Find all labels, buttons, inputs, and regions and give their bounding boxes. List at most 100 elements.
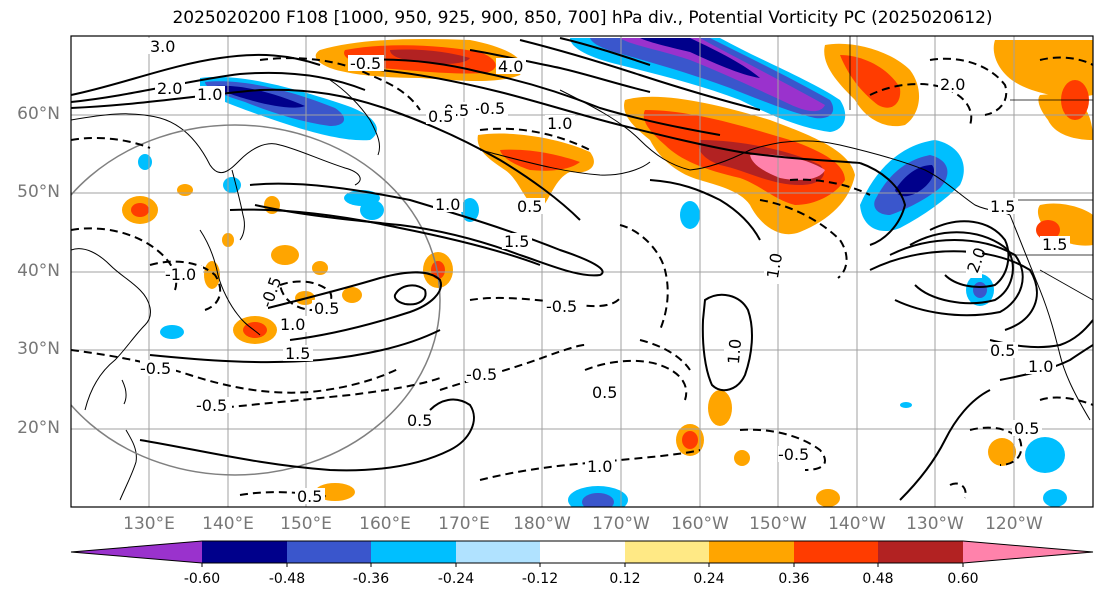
contour-solid	[929, 220, 1010, 288]
contour-solid	[899, 389, 991, 501]
contour-label: -0.5	[196, 396, 227, 415]
coastline-taiwan	[121, 379, 127, 405]
contours	[71, 37, 1093, 501]
lon-label: 180°W	[513, 514, 571, 534]
contour-dashed	[584, 359, 688, 401]
contour-solid	[519, 39, 761, 111]
contour-solid	[149, 329, 441, 364]
negative-field-bc-core	[895, 165, 935, 197]
contour-solid	[909, 231, 1014, 305]
colorbar-tick-label: -0.24	[437, 571, 475, 587]
contour-dashed	[71, 349, 401, 394]
contour-label: 1.5	[285, 344, 310, 363]
negative-field-alaska-core	[620, 38, 825, 112]
coastline-japan	[199, 229, 261, 336]
colorbar-ticks	[201, 563, 964, 567]
contour-dashed	[259, 57, 421, 111]
colorbar-tick-label: 0.12	[609, 571, 641, 587]
contour-label: 1.5	[1042, 235, 1067, 254]
negative-blob	[582, 493, 614, 507]
coastlines	[71, 79, 1091, 501]
contour-solid	[71, 71, 366, 103]
colorbar-tick-label: 0.48	[862, 571, 894, 587]
lat-label: 40°N	[17, 261, 60, 281]
positive-blob	[342, 287, 362, 303]
lat-label: 20°N	[17, 418, 60, 438]
contour-label: 0.5	[1014, 419, 1039, 438]
colorbar-segment	[71, 541, 202, 563]
colorbar-tick-label: 0.36	[778, 571, 810, 587]
colorbar-tick-label: -0.12	[521, 571, 559, 587]
coastline-sakhalin	[231, 169, 245, 241]
map-title: 2025020200 F108 [1000, 950, 925, 900, 85…	[172, 8, 993, 28]
contour-dashed	[949, 482, 967, 499]
contour-dashed	[759, 199, 848, 279]
contour-dashed	[929, 57, 1008, 116]
contours-dashed	[71, 56, 1093, 499]
colorbar-segment	[202, 541, 287, 563]
positive-blob	[682, 431, 698, 449]
contour-label: 1.0	[547, 114, 572, 133]
contour-dashed	[869, 83, 973, 126]
coastline-korea-china	[71, 248, 151, 411]
contour-label: 1.0	[587, 457, 612, 476]
contour-solid	[859, 162, 907, 246]
negative-blob	[900, 402, 912, 408]
contour-solid	[559, 37, 651, 66]
lon-label: 170°E	[438, 514, 490, 534]
colorbar-segment	[371, 541, 456, 563]
contour-label: 3.0	[150, 37, 175, 56]
contour-solid	[229, 208, 541, 266]
negative-blob	[160, 325, 184, 339]
colorbar-tick-label: 0.24	[693, 571, 725, 587]
positive-blob	[816, 489, 840, 507]
contour-label: 0.5	[428, 107, 453, 126]
contour-dashed	[1039, 56, 1093, 66]
contour-solid	[869, 250, 1038, 331]
contour-label: 1.0	[763, 252, 786, 280]
contour-label: 2.0	[157, 79, 182, 98]
negative-blob	[360, 200, 384, 220]
contour-dashed	[969, 426, 1023, 466]
contour-label: -0.5	[546, 297, 577, 316]
contour-label: 1.0	[435, 195, 460, 214]
contour-dashed	[1039, 396, 1093, 406]
contour-label: 0.5	[314, 299, 339, 318]
positive-blob	[1036, 220, 1060, 240]
contour-solid	[71, 88, 581, 221]
contour-dashed	[739, 428, 826, 471]
range-circle	[71, 124, 441, 476]
contour-dashed	[71, 137, 151, 149]
negative-blob	[680, 201, 700, 229]
contour-solid	[649, 179, 761, 241]
lon-label: 120°W	[985, 514, 1043, 534]
positive-blob	[988, 438, 1016, 466]
positive-blob	[131, 203, 149, 217]
positive-field-gulf-alaska-peak	[750, 154, 825, 180]
lon-label: 140°W	[828, 514, 886, 534]
colorbar-segment	[456, 541, 540, 563]
positive-blob	[734, 450, 750, 466]
colorbar-tick-label: -0.48	[268, 571, 306, 587]
contour-solid	[359, 58, 721, 136]
contour-label: 0.5	[517, 197, 542, 216]
contour-solid	[259, 271, 442, 341]
contour-solid	[889, 239, 1024, 317]
colorbar-tick-label: 0.60	[947, 571, 979, 587]
positive-field-central-inner	[500, 149, 580, 171]
contour-label: 1.0	[280, 315, 305, 334]
contour-label: 1.0	[724, 338, 745, 365]
negative-field-alaska-mid	[590, 38, 834, 119]
contour-label: 0.5	[407, 411, 432, 430]
negative-field-alaska-peak	[640, 38, 760, 78]
negative-blob	[1043, 489, 1067, 507]
lon-label: 130°W	[906, 514, 964, 534]
lon-label: 150°E	[280, 514, 332, 534]
colorbar-segment	[540, 541, 625, 563]
contour-label: 0.5	[990, 341, 1015, 360]
contour-solid	[249, 182, 604, 277]
colorbar-segment	[625, 541, 709, 563]
contour-label: -0.5	[140, 359, 171, 378]
contour-labels: 3.0 2.0 1.0 -0.5 4.0 -0.5 1.0 0.5 -0.5 0…	[140, 37, 1070, 506]
